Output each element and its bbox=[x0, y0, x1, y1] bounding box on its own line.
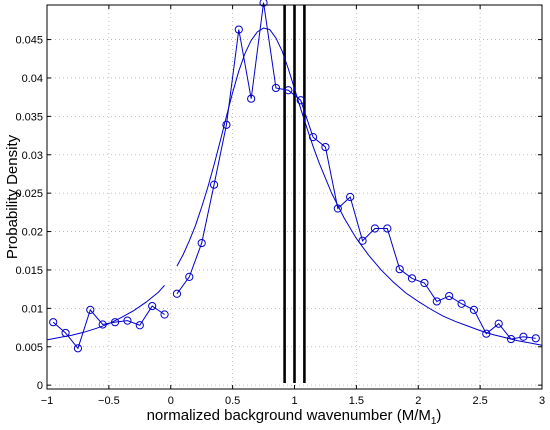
vertical-reference-lines bbox=[283, 5, 306, 383]
x-axis-title: normalized background wavenumber (M/M1) bbox=[147, 407, 442, 427]
x-tick-label: 2 bbox=[415, 395, 421, 407]
y-tick-label: 0.005 bbox=[15, 342, 43, 354]
data-point-marker bbox=[259, 0, 268, 7]
data-point-marker bbox=[370, 224, 380, 233]
data-point-marker bbox=[358, 236, 367, 245]
data-point-marker bbox=[160, 310, 169, 319]
y-axis-ticks: 0 0.005 0.01 0.015 0.02 0.025 0.03 0.035 0.04 0.0… bbox=[15, 35, 542, 392]
y-tick-label: 0.015 bbox=[15, 265, 43, 277]
data-point-marker bbox=[135, 321, 144, 330]
x-tick-label: 3 bbox=[539, 395, 545, 407]
data-point-marker bbox=[321, 142, 330, 152]
data-point-marker bbox=[86, 305, 95, 314]
data-point-marker bbox=[469, 305, 479, 314]
data-point-marker bbox=[222, 120, 231, 129]
data-point-marker bbox=[346, 192, 355, 202]
grid bbox=[47, 5, 542, 389]
x-tick-label: 0.5 bbox=[225, 395, 240, 407]
data-point-marker bbox=[49, 318, 58, 327]
fit-curve-line bbox=[46, 284, 165, 341]
data-point-marker bbox=[185, 272, 194, 281]
data-point-marker bbox=[457, 299, 466, 308]
fit-curve-line bbox=[176, 27, 543, 346]
y-axis-title: Probability Density bbox=[4, 134, 21, 259]
data-point-marker bbox=[284, 86, 293, 95]
data-point-marker bbox=[172, 289, 182, 298]
data-point-marker bbox=[247, 94, 256, 103]
data-point-marker bbox=[531, 334, 540, 343]
data-point-marker bbox=[445, 291, 454, 301]
y-tick-label: 0.025 bbox=[15, 188, 43, 200]
y-tick-label: 0.01 bbox=[22, 303, 43, 315]
x-axis-ticks: −1 −0.5 0 0.5 1 1.5 2 2.5 3 bbox=[41, 5, 545, 407]
y-tick-label: 0.035 bbox=[15, 111, 43, 123]
data-point-marker bbox=[234, 25, 243, 34]
data-point-marker bbox=[296, 96, 305, 105]
data-point-marker bbox=[519, 332, 528, 341]
data-series bbox=[46, 0, 543, 353]
x-tick-label: −0.5 bbox=[98, 395, 120, 407]
y-tick-label: 0 bbox=[37, 380, 43, 392]
data-point-marker bbox=[197, 238, 206, 248]
data-point-marker bbox=[123, 316, 132, 325]
histogram-series-line bbox=[176, 2, 536, 340]
data-point-marker bbox=[506, 334, 516, 344]
data-point-marker bbox=[432, 297, 441, 306]
y-tick-label: 0.04 bbox=[22, 73, 43, 85]
data-point-marker bbox=[420, 278, 429, 288]
data-point-marker bbox=[494, 319, 503, 328]
y-tick-label: 0.03 bbox=[22, 150, 43, 162]
data-point-marker bbox=[407, 274, 417, 283]
data-point-marker bbox=[209, 180, 219, 189]
data-point-marker bbox=[73, 344, 83, 353]
data-point-marker bbox=[148, 301, 157, 311]
x-tick-label: −1 bbox=[41, 395, 54, 407]
data-point-marker bbox=[395, 265, 404, 274]
data-point-marker bbox=[271, 83, 281, 93]
data-point-marker bbox=[383, 224, 392, 233]
x-tick-label: 1 bbox=[291, 395, 297, 407]
y-tick-label: 0.02 bbox=[22, 227, 43, 239]
y-tick-label: 0.045 bbox=[15, 35, 43, 47]
x-tick-label: 1.5 bbox=[349, 395, 364, 407]
x-tick-label: 2.5 bbox=[472, 395, 487, 407]
x-tick-label: 0 bbox=[168, 395, 174, 407]
